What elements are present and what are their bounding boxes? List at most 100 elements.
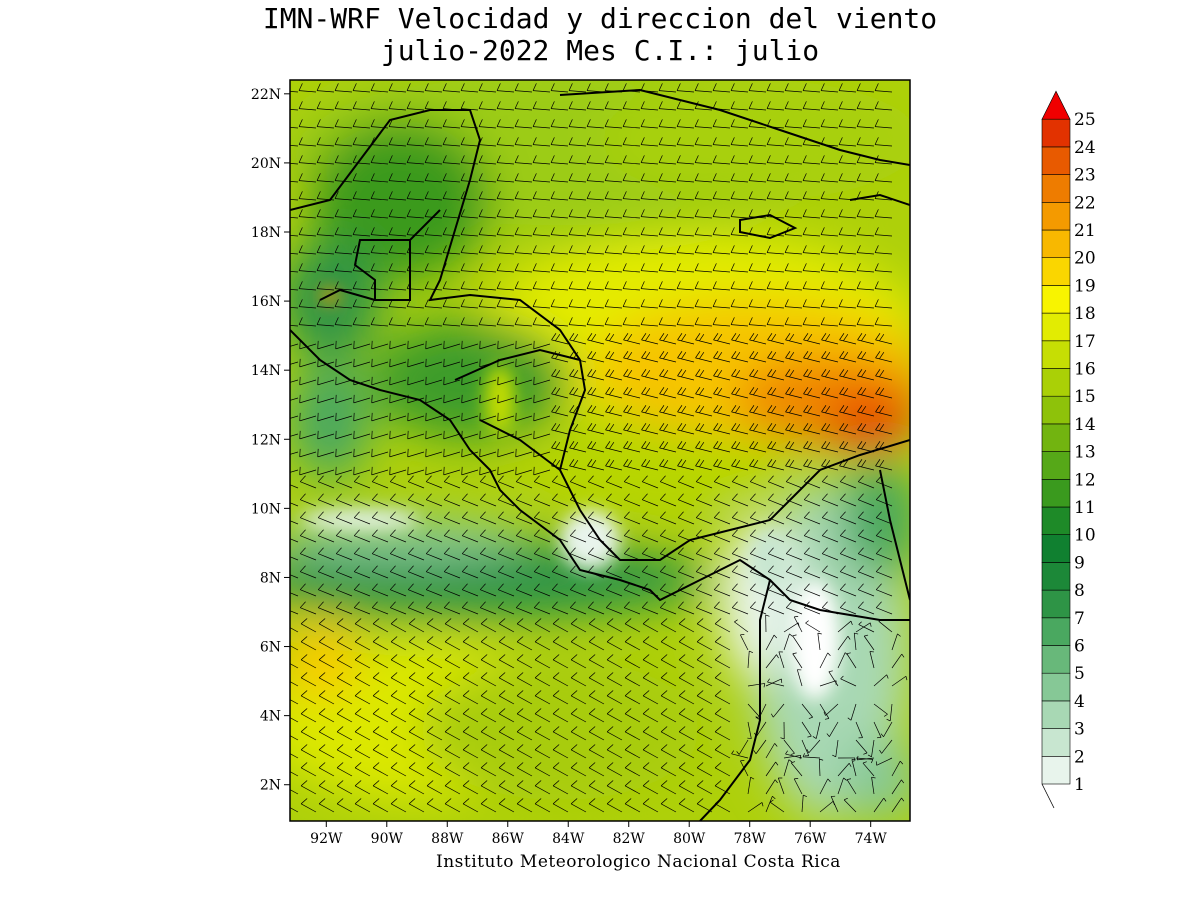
- wind-barb: [695, 405, 713, 417]
- wind-barb: [622, 227, 641, 237]
- wind-barb: [857, 351, 875, 363]
- wind-barb: [588, 708, 605, 723]
- wind-barb: [838, 317, 857, 327]
- wind-barb: [640, 281, 659, 291]
- wind-barb: [678, 726, 695, 741]
- wind-barb: [712, 137, 731, 147]
- wind-barb: [588, 636, 605, 651]
- wind-barb: [730, 317, 749, 327]
- wind-barb: [552, 780, 569, 795]
- lat-tick-label: 6N: [260, 640, 281, 656]
- wind-barb: [497, 475, 515, 489]
- wind-barb: [696, 654, 713, 669]
- wind-barb: [640, 227, 659, 237]
- wind-barb: [588, 672, 605, 687]
- wind-barb: [678, 672, 695, 687]
- wind-barb: [497, 340, 515, 350]
- colorbar-swatch: [1041, 340, 1071, 369]
- wind-barb: [875, 565, 893, 579]
- wind-barb: [496, 173, 515, 183]
- wind-barb: [820, 155, 839, 165]
- wind-barb: [335, 601, 353, 615]
- wind-barb: [785, 459, 803, 471]
- colorbar-label: 25: [1074, 110, 1096, 130]
- wind-barb: [846, 652, 857, 669]
- wind-barb: [290, 127, 299, 129]
- wind-barb: [290, 235, 299, 237]
- wind-barb: [290, 145, 299, 147]
- wind-barb: [640, 137, 659, 147]
- wind-barb: [785, 565, 803, 579]
- wind-barb: [785, 529, 803, 543]
- wind-barb: [479, 340, 497, 350]
- wind-barb: [497, 565, 515, 579]
- wind-barb: [352, 173, 371, 183]
- wind-barb: [568, 299, 587, 309]
- wind-speed-detail: [300, 288, 840, 700]
- wind-barb: [461, 565, 479, 579]
- wind-barb: [624, 780, 641, 795]
- wind-barb: [533, 466, 551, 476]
- wind-barb: [479, 529, 497, 543]
- wind-barb: [660, 744, 677, 759]
- wind-barb: [838, 281, 857, 291]
- wind-barb: [714, 672, 731, 687]
- wind-barb: [516, 654, 533, 669]
- wind-barb: [793, 616, 803, 633]
- wind-barb: [317, 466, 335, 476]
- wind-barb: [678, 618, 695, 633]
- wind-barb: [290, 163, 299, 165]
- wind-barb: [846, 778, 857, 795]
- wind-barb: [622, 155, 641, 165]
- wind-barb: [857, 369, 875, 381]
- wind-barb: [714, 636, 731, 651]
- wind-barb: [588, 744, 605, 759]
- wind-barb: [372, 780, 389, 795]
- colorbar-swatch: [1041, 202, 1071, 231]
- wind-barb: [677, 369, 695, 381]
- wind-barb: [891, 633, 901, 651]
- wind-barb: [713, 475, 731, 489]
- wind-barb: [497, 394, 515, 404]
- wind-barb: [300, 762, 317, 777]
- wind-barb: [516, 672, 533, 687]
- wind-barb: [660, 798, 677, 813]
- wind-barb: [748, 191, 767, 201]
- wind-barb: [299, 412, 317, 422]
- wind-barb: [694, 119, 713, 129]
- wind-barb: [336, 672, 353, 687]
- wind-barb: [442, 155, 461, 165]
- wind-barb: [532, 137, 551, 147]
- wind-barb: [748, 83, 767, 93]
- wind-barb: [821, 475, 839, 489]
- wind-barb: [460, 263, 479, 273]
- wind-barb: [838, 119, 857, 129]
- wind-barb: [370, 101, 389, 111]
- wind-barb: [372, 708, 389, 723]
- wind-barb: [875, 757, 893, 766]
- wind-barb: [407, 529, 425, 543]
- wind-barb: [676, 137, 695, 147]
- wind-barb: [298, 137, 317, 147]
- wind-barb: [443, 511, 461, 525]
- wind-barb: [390, 636, 407, 651]
- wind-barb: [640, 101, 659, 111]
- wind-barb: [515, 583, 533, 597]
- wind-barb: [532, 191, 551, 201]
- wind-barb: [515, 475, 533, 489]
- wind-barb: [318, 618, 335, 633]
- coastlines: [290, 88, 910, 821]
- wind-barb: [694, 83, 713, 93]
- wind-barb: [442, 227, 461, 237]
- wind-barb: [830, 795, 839, 813]
- lon-tick-label: 80W: [673, 831, 706, 847]
- wind-barb: [424, 299, 443, 309]
- wind-barb: [587, 369, 605, 381]
- wind-barb: [606, 762, 623, 777]
- wind-barb: [426, 690, 443, 705]
- wind-barb: [821, 423, 839, 435]
- wind-barb: [407, 376, 425, 386]
- wind-barb: [874, 101, 893, 111]
- wind-barb: [370, 173, 389, 183]
- wind-barb: [514, 209, 533, 219]
